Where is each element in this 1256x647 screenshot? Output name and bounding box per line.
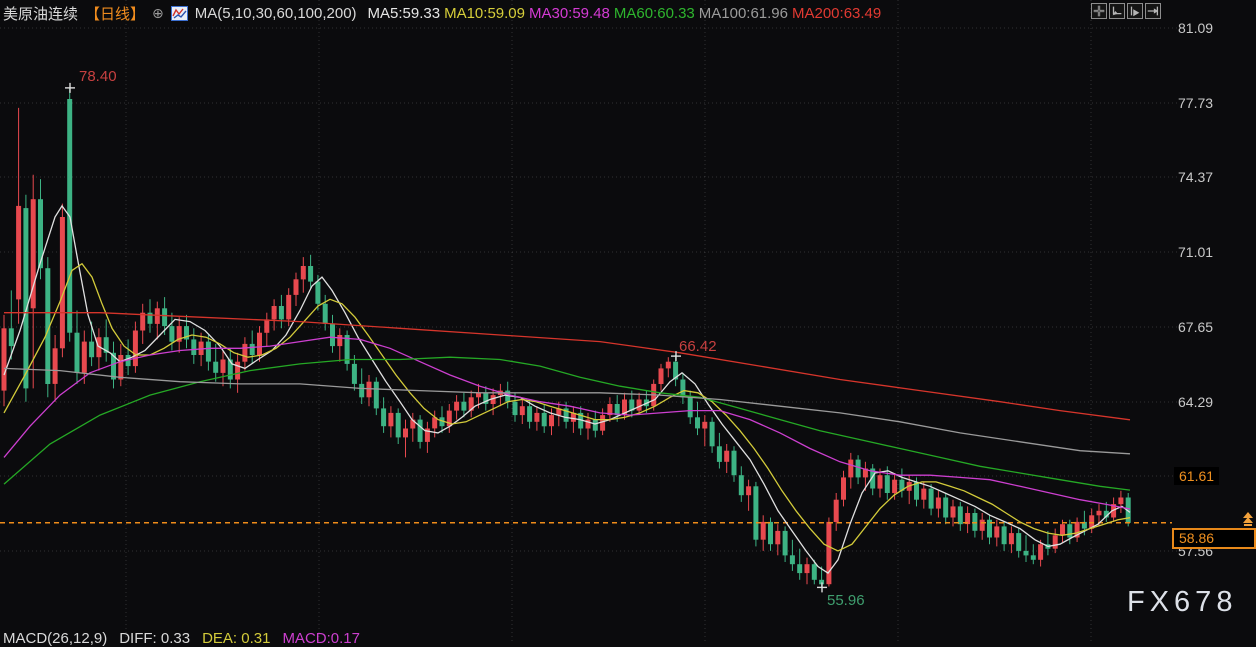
ma-legend-value: MA60:60.33	[613, 5, 695, 22]
chart-header: 美原油连续 【日线】 ⊕ MA(5,10,30,60,100,200) MA5:5…	[3, 3, 881, 24]
price-annotation: 55.96	[827, 592, 865, 609]
chart-toolbar	[1091, 3, 1161, 19]
go-to-latest-icon[interactable]	[1145, 3, 1161, 19]
play-right-icon[interactable]	[1127, 3, 1143, 19]
price-annotation: 66.42	[679, 338, 717, 355]
macd-label: MACD(26,12,9)	[3, 630, 108, 647]
zoom-out-left-icon[interactable]	[1109, 3, 1125, 19]
ma-settings-label: MA(5,10,30,60,100,200)	[194, 5, 357, 22]
symbol-title: 美原油连续	[3, 6, 79, 23]
pan-icon[interactable]	[1091, 3, 1107, 19]
kline-style-icon[interactable]	[170, 6, 188, 21]
period-tag: 【日线】	[85, 6, 146, 23]
macd-dea-value: DEA: 0.31	[202, 630, 271, 647]
ma-legend-value: MA30:59.48	[528, 5, 610, 22]
ma-legend-value: MA10:59.09	[444, 5, 525, 22]
macd-value: MACD:0.17	[282, 630, 360, 647]
ma-legend-value: MA100:61.96	[698, 5, 788, 22]
price-up-arrow-icon	[1243, 512, 1253, 526]
add-indicator-icon[interactable]: ⊕	[152, 5, 164, 21]
macd-indicator-bar: MACD(26,12,9) DIFF: 0.33 DEA: 0.31 MACD:…	[3, 630, 360, 647]
ma-legend: MA5:59.33 MA10:59.09 MA30:59.48 MA60:60.33 M…	[364, 5, 882, 22]
ma-legend-value: MA200:63.49	[792, 5, 882, 22]
ma-legend-value: MA5:59.33	[367, 5, 441, 22]
macd-diff-value: DIFF: 0.33	[119, 630, 191, 647]
watermark: FX678	[1127, 586, 1238, 618]
price-annotation: 78.40	[79, 68, 117, 85]
